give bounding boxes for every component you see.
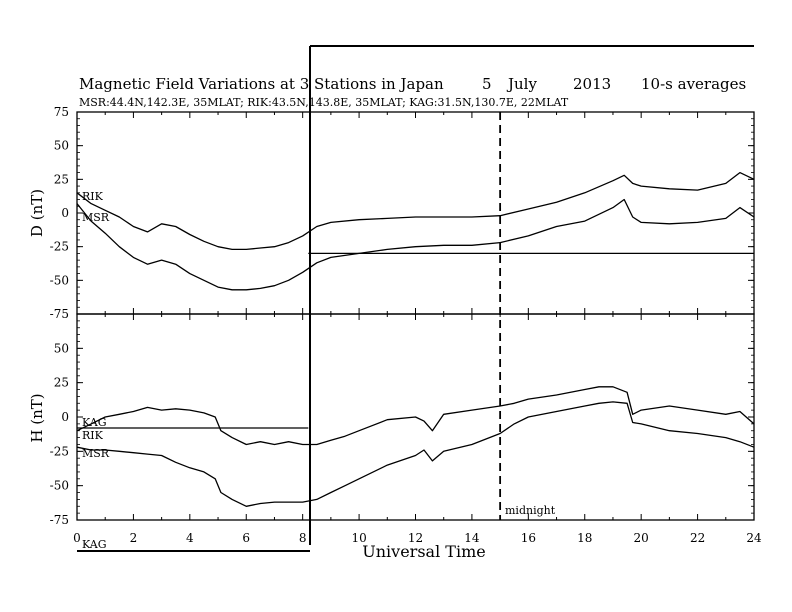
y-tick-label: 25: [54, 172, 69, 186]
x-tick-label: 8: [299, 531, 307, 545]
x-tick-label: 22: [690, 531, 705, 545]
chart-subtitle: MSR:44.4N,142.3E, 35MLAT; RIK:43.5N,143.…: [79, 96, 569, 109]
x-tick-label: 4: [186, 531, 194, 545]
annotation-label: MSR: [82, 211, 110, 224]
top-y-axis-label: D (nT): [28, 189, 46, 237]
series-line-rik: [76, 171, 755, 251]
chart-title: Magnetic Field Variations at 3 Stations …: [79, 75, 444, 93]
series-line-kag: [76, 386, 755, 446]
chart-averaging: 10-s averages: [641, 75, 746, 93]
y-tick-label: -25: [50, 444, 69, 458]
y-tick-label: 75: [54, 105, 69, 119]
y-tick-label: 0: [61, 410, 69, 424]
lines-layer: [76, 112, 755, 520]
x-tick-label: 16: [521, 531, 536, 545]
annotation-label: KAG: [82, 538, 107, 551]
chart-day: 5: [482, 75, 492, 93]
x-tick-label: 24: [746, 531, 762, 545]
annotation-label: MSR: [82, 447, 110, 460]
top-panel-frame: [76, 111, 755, 315]
y-tick-label: 50: [54, 341, 69, 355]
annotation-label: RIK: [82, 429, 104, 442]
x-tick-label: 12: [408, 531, 423, 545]
series-line-msr: [76, 401, 755, 507]
x-tick-label: 14: [464, 531, 480, 545]
y-tick-label: -50: [50, 479, 69, 493]
bottom-y-axis-label: H (nT): [28, 393, 46, 442]
annotation-label: RIK: [82, 190, 104, 203]
chart-year: 2013: [573, 75, 611, 93]
x-axis-label: Universal Time: [362, 542, 485, 561]
annotation-label: KAG: [82, 416, 107, 429]
y-tick-label: -75: [50, 307, 69, 321]
y-tick-label: -75: [50, 513, 69, 527]
x-tick-label: 2: [130, 531, 138, 545]
series-line-msr: [76, 198, 755, 291]
chart-month: July: [506, 75, 537, 93]
x-tick-label: 18: [577, 531, 592, 545]
x-tick-label: 20: [634, 531, 649, 545]
x-tick-label: 0: [73, 531, 81, 545]
y-tick-label: 50: [54, 139, 69, 153]
axes-layer: [76, 111, 755, 521]
y-tick-label: -50: [50, 273, 69, 287]
y-tick-label: -25: [50, 240, 69, 254]
x-tick-label: 6: [242, 531, 250, 545]
annotation-label: midnight: [505, 504, 556, 517]
y-tick-label: 25: [54, 376, 69, 390]
y-tick-label: 0: [61, 206, 69, 220]
x-tick-label: 10: [351, 531, 366, 545]
